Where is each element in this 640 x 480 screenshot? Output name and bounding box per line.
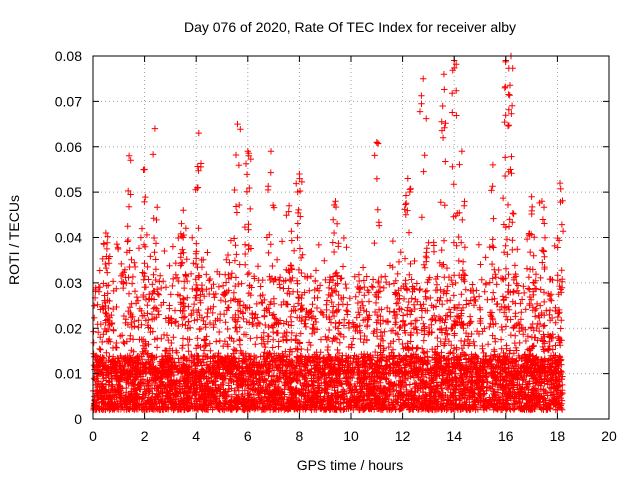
- scatter-markers: [89, 52, 567, 414]
- x-tick-label: 6: [244, 428, 252, 444]
- y-tick-label: 0.03: [55, 275, 82, 291]
- x-tick-labels: 0 2 4 6 8 10 12 14 16 18 20: [89, 428, 617, 444]
- x-tick-label: 12: [395, 428, 411, 444]
- y-tick-label: 0.07: [55, 93, 82, 109]
- y-tick-labels: 0 0.01 0.02 0.03 0.04 0.05 0.06 0.07 0.08: [55, 48, 82, 427]
- x-tick-label: 4: [192, 428, 200, 444]
- y-tick-label: 0: [74, 411, 82, 427]
- y-tick-label: 0.02: [55, 320, 82, 336]
- y-tick-label: 0.06: [55, 139, 82, 155]
- x-tick-label: 0: [89, 428, 97, 444]
- axis-ticks: [92, 55, 610, 420]
- x-tick-label: 16: [498, 428, 514, 444]
- x-tick-label: 2: [141, 428, 149, 444]
- x-tick-label: 10: [343, 428, 359, 444]
- x-tick-label: 20: [601, 428, 617, 444]
- x-tick-label: 8: [296, 428, 304, 444]
- x-tick-label: 14: [446, 428, 462, 444]
- data-points: [89, 52, 567, 414]
- x-axis-label: GPS time / hours: [297, 457, 404, 473]
- y-tick-label: 0.04: [55, 230, 82, 246]
- y-tick-label: 0.05: [55, 184, 82, 200]
- y-axis-label: ROTI / TECUs: [6, 195, 22, 285]
- y-tick-label: 0.01: [55, 366, 82, 382]
- x-tick-label: 18: [550, 428, 566, 444]
- chart-title: Day 076 of 2020, Rate Of TEC Index for r…: [184, 19, 516, 35]
- y-tick-label: 0.08: [55, 48, 82, 64]
